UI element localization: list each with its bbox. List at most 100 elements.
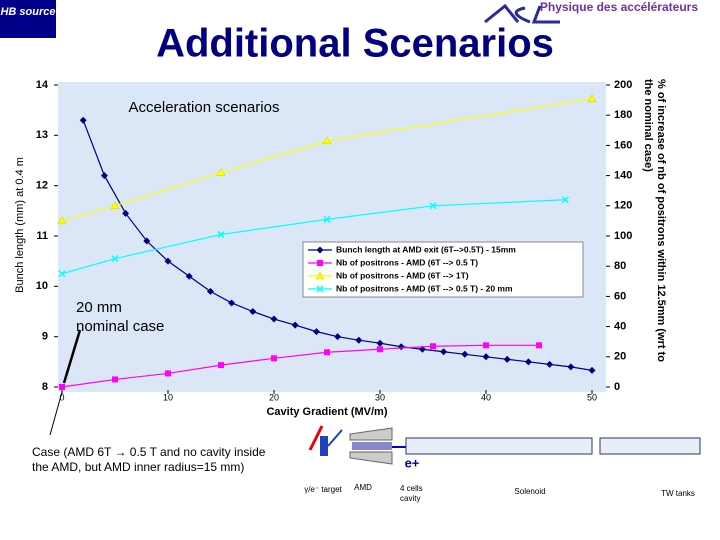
- legend-label: Nb of positrons - AMD (6T --> 0.5 T) - 2…: [336, 283, 513, 293]
- legend: [302, 241, 584, 298]
- target: [320, 436, 328, 456]
- annotation-arrow: [62, 329, 82, 384]
- point: [323, 215, 331, 223]
- annotation: 20 mm nominal case: [76, 299, 165, 335]
- legend-label: Bunch length at AMD exit (6T-->0.5T) - 1…: [336, 244, 516, 254]
- plot-area: [58, 82, 606, 392]
- y-tick-label: 10: [36, 280, 48, 292]
- y2-tick-label: 120: [614, 200, 632, 212]
- cavity: [352, 442, 392, 450]
- x-tick-label: 40: [481, 392, 491, 402]
- x-tick-label: 30: [375, 392, 385, 402]
- caption-box: Case (AMD 6T → 0.5 T and no cavity insid…: [32, 445, 266, 474]
- point: [503, 355, 511, 363]
- amd-label: AMD: [354, 483, 372, 492]
- legend-marker: [316, 285, 324, 293]
- y-tick-label: 8: [42, 381, 48, 393]
- point: [440, 348, 448, 356]
- legend-marker: [315, 271, 325, 280]
- point: [482, 353, 490, 361]
- point: [165, 370, 171, 377]
- x-tick-label: 50: [587, 392, 597, 402]
- logo: [484, 3, 560, 24]
- point: [376, 339, 384, 347]
- amd-top: [349, 427, 393, 441]
- point: [322, 136, 332, 145]
- point: [524, 358, 532, 366]
- source-label: HB source: [0, 6, 55, 18]
- point: [587, 94, 597, 102]
- solenoid-label: Solenoid: [514, 487, 545, 496]
- source-box: [0, 0, 56, 38]
- lab-name: Physique des accélérateurs: [540, 0, 698, 14]
- point: [100, 172, 108, 180]
- point: [143, 237, 151, 245]
- beamline: [308, 425, 701, 465]
- point: [561, 196, 570, 204]
- point: [334, 333, 342, 341]
- x-axis-label: Cavity Gradient (MV/m): [266, 406, 387, 418]
- series-line: [61, 344, 539, 388]
- point: [429, 202, 437, 210]
- beam-in: [308, 425, 324, 451]
- caption-pointer: [49, 391, 63, 436]
- y2-tick-label: 40: [614, 321, 626, 333]
- point: [291, 321, 299, 329]
- point: [271, 355, 277, 362]
- y-axis-label: Bunch length (mm) at 0.4 m: [14, 157, 26, 293]
- point: [59, 384, 65, 390]
- point: [57, 216, 67, 225]
- chart-title: Acceleration scenarios: [129, 99, 280, 116]
- legend-label: Nb of positrons - AMD (6T --> 1T): [336, 270, 469, 280]
- point: [270, 315, 278, 323]
- point: [79, 116, 87, 124]
- point: [218, 362, 224, 369]
- legend-marker: [317, 260, 323, 266]
- point: [588, 366, 596, 374]
- point: [216, 168, 226, 176]
- point: [377, 346, 383, 353]
- series-line: [61, 199, 566, 275]
- point: [324, 349, 330, 356]
- point: [546, 360, 554, 368]
- y2-tick-label: 160: [614, 139, 632, 151]
- x-tick-label: 0: [59, 392, 64, 402]
- point: [122, 209, 130, 217]
- point: [567, 363, 575, 371]
- y2-axis-label: % of increase of nb of positrons within …: [642, 79, 667, 362]
- legend-marker: [316, 246, 324, 254]
- caption: Case (AMD 6T → 0.5 T and no cavity insid…: [32, 445, 266, 474]
- beam-out: [327, 429, 343, 447]
- y2-tick-label: 60: [614, 290, 626, 302]
- point: [355, 336, 363, 344]
- target-label: γ/e⁻ target: [304, 485, 342, 494]
- amd-bottom: [349, 451, 393, 465]
- y2-tick-label: 200: [614, 79, 632, 91]
- point: [58, 270, 66, 278]
- point: [249, 308, 257, 315]
- y2-tick-label: 80: [614, 260, 626, 272]
- point: [461, 350, 469, 358]
- y2-tick-label: 100: [614, 230, 632, 242]
- point: [110, 201, 120, 210]
- cavity-label-box: 4 cells cavity: [400, 484, 423, 503]
- legend-label: Nb of positrons - AMD (6T --> 0.5 T): [336, 257, 478, 267]
- annotation-box: 20 mm nominal case: [76, 299, 165, 335]
- y2-tick-label: 180: [614, 109, 632, 121]
- point: [112, 376, 118, 383]
- y-tick-label: 9: [42, 331, 48, 343]
- x-tick-label: 20: [269, 392, 279, 402]
- point: [111, 255, 119, 263]
- y2-tick-label: 140: [614, 170, 632, 182]
- particle-label: e+: [405, 455, 420, 470]
- point: [206, 287, 214, 295]
- cavity-label: 4 cells cavity: [400, 484, 423, 503]
- y-tick-label: 11: [36, 230, 48, 242]
- y2-axis-label-box: % of increase of nb of positrons within …: [642, 79, 667, 362]
- y-tick-label: 12: [36, 180, 48, 192]
- point: [536, 342, 542, 349]
- point: [217, 230, 225, 239]
- point: [164, 257, 172, 265]
- point: [430, 343, 436, 350]
